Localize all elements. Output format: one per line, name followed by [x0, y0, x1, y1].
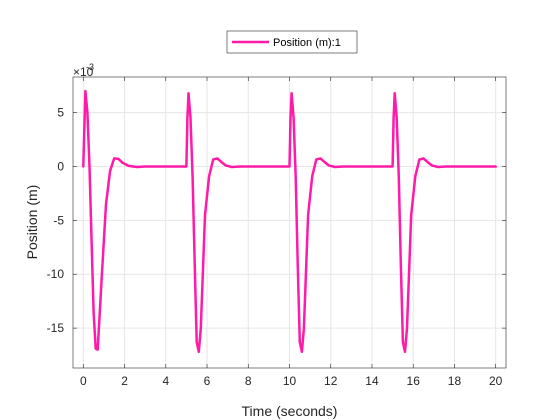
- x-tick-label: 0: [80, 374, 87, 388]
- x-tick-label: 18: [448, 374, 462, 388]
- y-tick-label: -5: [53, 213, 64, 227]
- y-axis: -15 -10 -5 0 5: [47, 106, 506, 335]
- y-exponent-base: ×10: [73, 65, 94, 79]
- y-exponent-power: -3: [86, 62, 94, 72]
- y-tick-label: 5: [57, 106, 64, 120]
- legend[interactable]: Position (m):1: [226, 30, 358, 54]
- x-tick-label: 10: [283, 374, 297, 388]
- legend-entry: Position (m):1: [273, 37, 341, 49]
- x-tick-label: 14: [365, 374, 379, 388]
- x-tick-label: 2: [121, 374, 128, 388]
- x-tick-label: 20: [489, 374, 503, 388]
- series-line-position: [82, 89, 497, 354]
- y-axis-label: Position (m): [24, 185, 40, 260]
- legend-box: [226, 30, 358, 54]
- x-tick-label: 12: [324, 374, 338, 388]
- x-tick-label: 4: [162, 374, 169, 388]
- x-tick-label: 16: [407, 374, 421, 388]
- x-tick-label: 8: [245, 374, 252, 388]
- y-tick-label: 0: [57, 159, 64, 173]
- y-tick-label: -15: [47, 321, 65, 335]
- x-axis-label: Time (seconds): [242, 403, 338, 419]
- x-axis: 0 2 4 6 8 10 12 14 16 18 20: [80, 77, 503, 388]
- series-layer: [82, 89, 497, 354]
- y-tick-label: -10: [47, 267, 65, 281]
- x-tick-label: 6: [204, 374, 211, 388]
